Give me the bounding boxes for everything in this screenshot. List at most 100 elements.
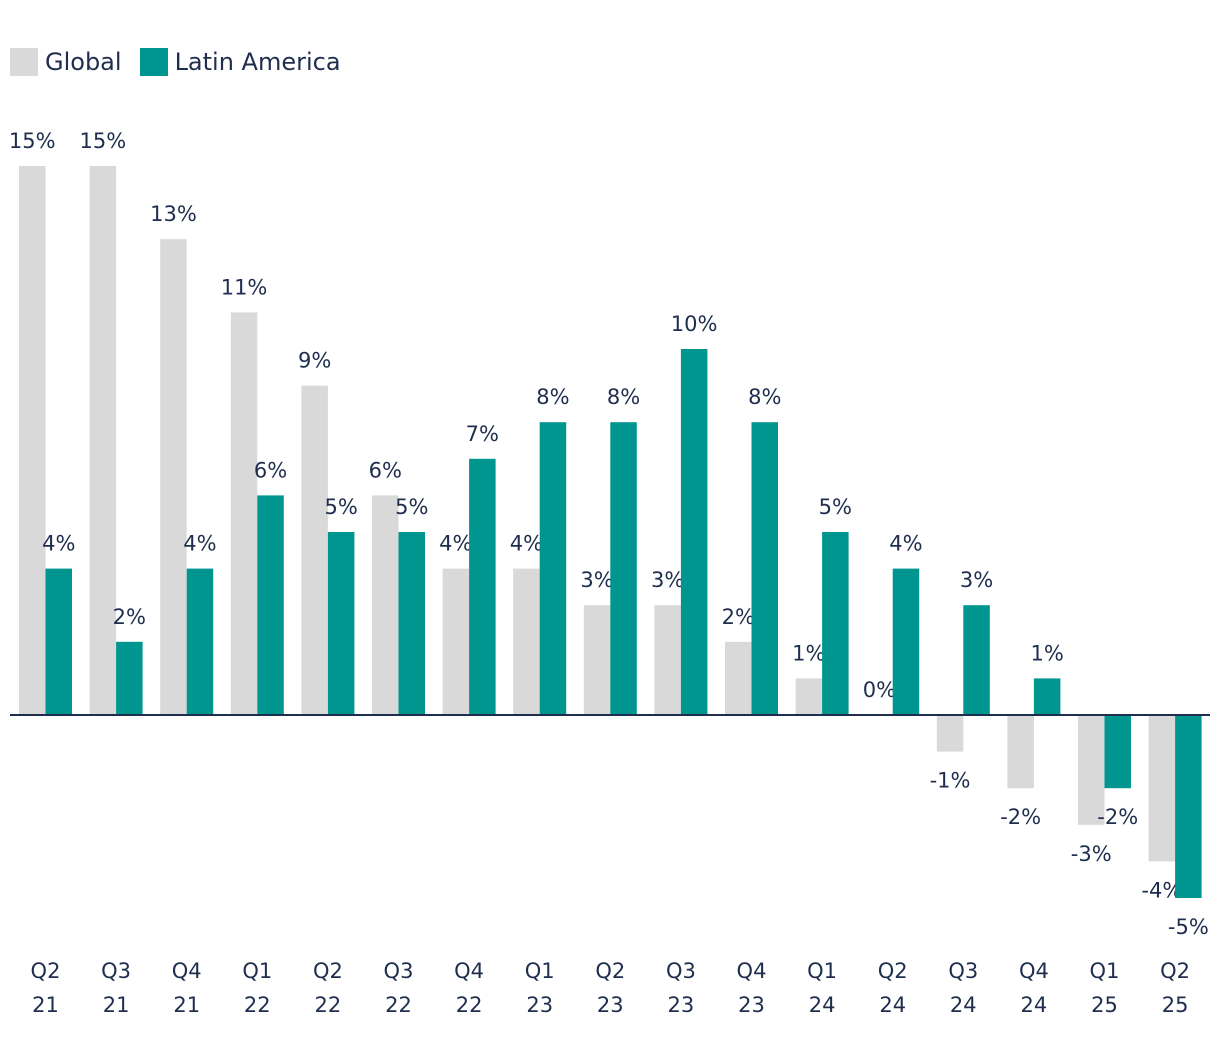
data-label-latin-america-5: 5%: [324, 495, 357, 519]
bar-latin-america-1: [45, 568, 72, 715]
x-tick-label-quarter-16: Q1: [1090, 959, 1120, 983]
bar-latin-america-15: [1033, 678, 1061, 715]
bar-global-16: [1078, 715, 1105, 825]
data-label-global-15: -2%: [1000, 805, 1041, 829]
data-label-latin-america-10: 10%: [671, 312, 718, 336]
x-tick-label-quarter-12: Q1: [807, 959, 837, 983]
legend-item-global: Global: [10, 48, 122, 76]
data-label-latin-america-11: 8%: [748, 385, 781, 409]
chart-legend: Global Latin America: [10, 48, 359, 76]
x-tick-label-year-12: 24: [809, 993, 836, 1017]
legend-swatch-latin-america: [139, 48, 168, 76]
bar-latin-america-11: [751, 422, 778, 715]
data-label-global-1: 15%: [9, 129, 56, 153]
data-label-latin-america-17: -5%: [1168, 915, 1209, 939]
data-label-global-3: 13%: [150, 202, 197, 226]
data-label-latin-america-6: 5%: [395, 495, 428, 519]
data-label-global-9: 3%: [580, 568, 613, 592]
x-tick-label-year-11: 23: [738, 993, 765, 1017]
data-label-global-16: -3%: [1071, 842, 1112, 866]
x-tick-label-year-2: 21: [103, 993, 130, 1017]
x-tick-label-year-9: 23: [597, 993, 624, 1017]
data-label-global-6: 6%: [369, 458, 402, 482]
data-label-latin-america-9: 8%: [607, 385, 640, 409]
data-label-global-5: 9%: [298, 349, 331, 373]
data-label-latin-america-1: 4%: [42, 532, 75, 556]
bar-latin-america-2: [116, 641, 143, 715]
data-label-latin-america-16: -2%: [1097, 805, 1138, 829]
data-label-global-8: 4%: [510, 532, 543, 556]
x-tick-label-quarter-11: Q4: [737, 959, 767, 983]
x-tick-label-quarter-15: Q4: [1019, 959, 1049, 983]
bar-global-11: [725, 641, 752, 715]
x-tick-label-quarter-2: Q3: [101, 959, 131, 983]
x-tick-label-year-16: 25: [1091, 993, 1118, 1017]
bar-global-6: [372, 495, 399, 715]
data-label-latin-america-12: 5%: [819, 495, 852, 519]
x-tick-label-year-6: 22: [385, 993, 412, 1017]
bar-latin-america-8: [539, 422, 567, 715]
x-tick-label-quarter-1: Q2: [31, 959, 61, 983]
legend-item-latin-america: Latin America: [139, 48, 341, 76]
x-tick-label-quarter-9: Q2: [595, 959, 625, 983]
bar-global-17: [1148, 715, 1176, 862]
x-tick-label-year-17: 25: [1162, 993, 1189, 1017]
x-tick-label-year-5: 22: [315, 993, 342, 1017]
bar-latin-america-7: [469, 458, 496, 715]
bar-latin-america-9: [610, 422, 637, 715]
data-label-global-14: -1%: [930, 769, 971, 793]
x-tick-label-quarter-8: Q1: [525, 959, 555, 983]
x-tick-label-year-3: 21: [173, 993, 200, 1017]
data-label-global-4: 11%: [221, 275, 268, 299]
data-label-global-2: 15%: [80, 129, 127, 153]
bar-global-8: [513, 568, 540, 715]
x-tick-label-quarter-7: Q4: [454, 959, 484, 983]
x-tick-label-quarter-4: Q1: [242, 959, 272, 983]
x-tick-label-quarter-5: Q2: [313, 959, 343, 983]
bar-latin-america-12: [822, 532, 849, 715]
data-label-global-10: 3%: [651, 568, 684, 592]
bar-latin-america-14: [963, 605, 990, 715]
data-label-global-12: 1%: [792, 641, 825, 665]
bar-global-12: [795, 678, 823, 715]
bar-global-15: [1007, 715, 1034, 789]
bar-global-10: [654, 605, 681, 715]
data-label-latin-america-14: 3%: [960, 568, 993, 592]
x-tick-label-quarter-14: Q3: [948, 959, 978, 983]
legend-label-global: Global: [45, 48, 122, 76]
data-label-global-11: 2%: [722, 605, 755, 629]
bar-latin-america-16: [1104, 715, 1131, 789]
bar-latin-america-4: [257, 495, 284, 715]
x-tick-label-year-8: 23: [526, 993, 553, 1017]
bar-global-1: [19, 166, 46, 715]
x-tick-label-quarter-6: Q3: [384, 959, 414, 983]
bar-global-3: [160, 239, 187, 715]
bar-global-5: [301, 385, 328, 715]
legend-label-latin-america: Latin America: [174, 48, 341, 76]
x-tick-label-year-15: 24: [1021, 993, 1048, 1017]
bar-global-9: [583, 605, 611, 715]
x-tick-label-quarter-17: Q2: [1160, 959, 1190, 983]
bar-latin-america-13: [892, 568, 920, 715]
bar-latin-america-5: [327, 532, 355, 715]
bar-global-7: [442, 568, 470, 715]
bar-global-4: [230, 312, 258, 715]
x-tick-label-year-4: 22: [244, 993, 271, 1017]
x-tick-label-quarter-13: Q2: [878, 959, 908, 983]
bar-global-14: [936, 715, 964, 752]
data-label-global-7: 4%: [439, 532, 472, 556]
data-label-latin-america-8: 8%: [536, 385, 569, 409]
data-label-latin-america-15: 1%: [1030, 641, 1063, 665]
data-label-latin-america-2: 2%: [113, 605, 146, 629]
legend-swatch-global: [10, 48, 38, 76]
bar-latin-america-17: [1175, 715, 1202, 898]
x-tick-label-year-1: 21: [32, 993, 59, 1017]
bar-latin-america-10: [680, 349, 708, 715]
data-label-latin-america-3: 4%: [183, 532, 216, 556]
x-tick-label-year-13: 24: [879, 993, 906, 1017]
data-label-global-13: 0%: [863, 678, 896, 702]
bar-latin-america-6: [398, 532, 425, 715]
data-label-latin-america-4: 6%: [254, 458, 287, 482]
bar-global-2: [89, 166, 117, 715]
